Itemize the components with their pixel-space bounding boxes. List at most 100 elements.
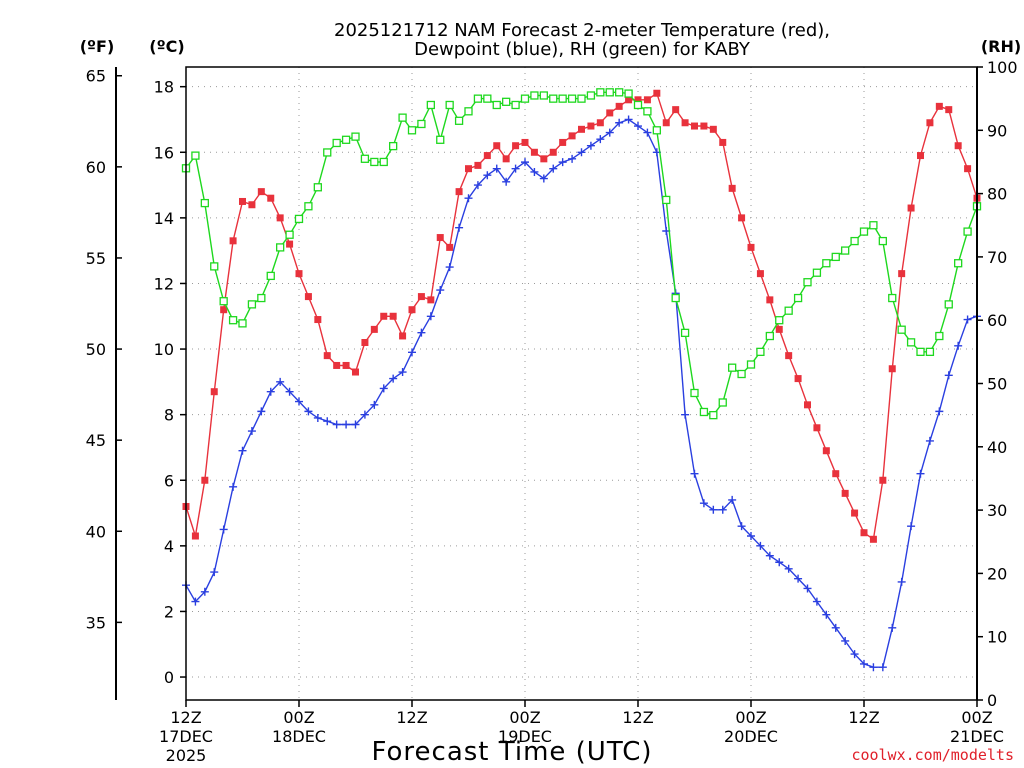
dewpoint-point-61 bbox=[756, 541, 765, 550]
dewpoint-point-42 bbox=[577, 148, 586, 157]
2-meter-temperature-point-36 bbox=[521, 138, 529, 146]
celsius-tick-label-0: 0 bbox=[164, 668, 174, 687]
rh-point-17 bbox=[341, 135, 351, 144]
rh-point-1 bbox=[191, 151, 200, 160]
2-meter-temperature-point-35 bbox=[512, 142, 520, 150]
dewpoint-point-17 bbox=[342, 420, 351, 429]
dewpoint-point-57 bbox=[718, 505, 727, 514]
rh-point-37 bbox=[530, 91, 539, 100]
dewpoint-point-35 bbox=[511, 164, 520, 173]
2-meter-temperature-point-20 bbox=[370, 325, 378, 333]
rh-point-82 bbox=[954, 259, 963, 268]
rh-point-68 bbox=[822, 259, 831, 268]
fahrenheit-tick-label-4: 55 bbox=[86, 249, 106, 268]
dewpoint-point-55 bbox=[699, 499, 708, 508]
dewpoint-point-26 bbox=[426, 312, 435, 321]
chart-title-line1: 2025121712 NAM Forecast 2-meter Temperat… bbox=[334, 20, 830, 41]
2-meter-temperature-point-48 bbox=[634, 96, 642, 104]
rh-axis-ticks: 0 10 20 30 40 50 60 70 80 90 100 bbox=[977, 58, 1018, 710]
rh-point-63 bbox=[775, 316, 784, 325]
rh-point-39 bbox=[549, 94, 558, 103]
dewpoint-point-1 bbox=[191, 597, 200, 606]
rh-point-8 bbox=[257, 293, 266, 303]
rh-point-79 bbox=[925, 347, 935, 357]
rh-point-3 bbox=[210, 262, 219, 271]
grid-lines bbox=[186, 67, 977, 700]
dewpoint-point-71 bbox=[850, 650, 859, 659]
rh-point-34 bbox=[502, 97, 511, 106]
2-meter-temperature-point-24 bbox=[408, 306, 416, 314]
2-meter-temperature-point-19 bbox=[361, 339, 369, 347]
rh-point-64 bbox=[784, 306, 793, 315]
2-meter-temperature-point-39 bbox=[549, 148, 557, 156]
dewpoint-point-38 bbox=[539, 174, 548, 183]
dewpoint-point-27 bbox=[436, 286, 445, 295]
dewpoint-point-43 bbox=[586, 141, 595, 150]
rh-point-50 bbox=[652, 126, 661, 135]
2-meter-temperature-point-43 bbox=[587, 122, 595, 130]
dewpoint-point-54 bbox=[690, 469, 699, 478]
2-meter-temperature-point-21 bbox=[380, 312, 388, 320]
rh-point-60 bbox=[746, 360, 756, 369]
2-meter-temperature-point-81 bbox=[945, 106, 953, 114]
2-meter-temperature-point-74 bbox=[879, 476, 887, 484]
time-tick-date-0: 17DEC bbox=[159, 727, 213, 746]
rh-point-12 bbox=[294, 214, 304, 224]
rh-point-32 bbox=[483, 94, 492, 103]
time-tick-year-0: 2025 bbox=[166, 746, 207, 765]
2-meter-temperature-point-4 bbox=[220, 306, 228, 314]
2-meter-temperature-point-58 bbox=[728, 184, 736, 192]
rh-point-13 bbox=[304, 202, 313, 211]
2-meter-temperature-point-55 bbox=[700, 122, 708, 130]
dewpoint-point-65 bbox=[794, 574, 803, 583]
2-meter-temperature-point-47 bbox=[625, 96, 633, 104]
rh-tick-label-2: 20 bbox=[987, 564, 1007, 583]
2-meter-temperature-point-53 bbox=[681, 119, 689, 127]
rh-point-75 bbox=[888, 293, 897, 303]
2-meter-temperature-point-54 bbox=[691, 122, 698, 130]
2-meter-temperature-point-30 bbox=[465, 165, 472, 173]
unit-label-celsius: (ºC) bbox=[149, 37, 184, 56]
rh-point-4 bbox=[219, 297, 228, 306]
dewpoint-point-40 bbox=[558, 158, 567, 167]
dewpoint-point-24 bbox=[408, 348, 416, 357]
rh-point-72 bbox=[859, 227, 869, 236]
rh-point-28 bbox=[445, 100, 454, 110]
2-meter-temperature-point-80 bbox=[935, 102, 943, 110]
dewpoint-point-34 bbox=[502, 177, 511, 186]
plot-frame bbox=[185, 66, 978, 701]
dewpoint-point-72 bbox=[860, 659, 868, 668]
credit-link[interactable]: coolwx.com/modelts bbox=[851, 746, 1014, 764]
2-meter-temperature-point-42 bbox=[578, 125, 585, 133]
2-meter-temperature-point-17 bbox=[342, 361, 350, 369]
rh-point-43 bbox=[586, 91, 596, 100]
rh-point-69 bbox=[831, 252, 840, 262]
time-tick-date-5: 20DEC bbox=[724, 727, 778, 746]
rh-point-55 bbox=[699, 407, 709, 417]
celsius-tick-label-6: 12 bbox=[154, 274, 174, 293]
fahrenheit-tick-label-5: 60 bbox=[86, 158, 106, 177]
time-tick-date-1: 18DEC bbox=[272, 727, 326, 746]
rh-tick-label-8: 80 bbox=[987, 185, 1007, 204]
2-meter-temperature-point-65 bbox=[794, 375, 802, 383]
rh-point-67 bbox=[812, 268, 822, 277]
2-meter-temperature-point-45 bbox=[606, 109, 614, 117]
2-meter-temperature-point-73 bbox=[869, 535, 877, 543]
rh-point-7 bbox=[247, 300, 257, 309]
2-meter-temperature-point-10 bbox=[276, 214, 284, 222]
x-axis-title: Forecast Time (UTC) bbox=[371, 737, 652, 767]
dewpoint-point-70 bbox=[841, 636, 850, 645]
dewpoint-point-5 bbox=[229, 482, 238, 491]
rh-tick-label-3: 30 bbox=[987, 501, 1007, 520]
dewpoint-point-44 bbox=[596, 135, 605, 144]
dewpoint-point-68 bbox=[822, 610, 831, 619]
2-meter-temperature-point-72 bbox=[860, 529, 868, 537]
dewpoint-point-79 bbox=[925, 436, 934, 445]
dewpoint-point-22 bbox=[389, 374, 398, 383]
2-meter-temperature-point-69 bbox=[832, 470, 840, 478]
dewpoint-point-36 bbox=[521, 158, 529, 167]
rh-point-26 bbox=[426, 100, 435, 110]
2-meter-temperature-point-50 bbox=[653, 89, 661, 97]
2-meter-temperature-point-18 bbox=[352, 368, 359, 376]
dewpoint-point-14 bbox=[313, 413, 322, 422]
